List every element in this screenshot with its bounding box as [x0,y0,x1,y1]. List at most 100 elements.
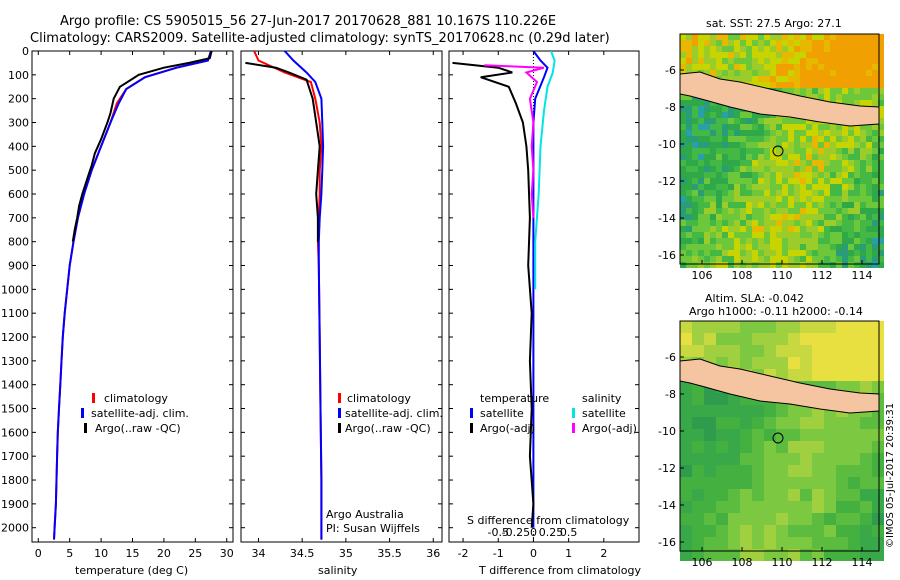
map-cell [716,172,722,178]
map-cell [866,70,872,76]
map-cell [698,112,704,118]
map-cell [860,178,866,184]
footer-credit: ©IMOS 05-Jul-2017 20:39:31 [885,403,896,548]
map-x-tick-label: 112 [812,269,833,282]
map-cell [698,166,704,172]
y-tick-label: 800 [8,236,29,249]
map-cell [764,262,770,268]
map-cell [728,333,740,345]
legend-swatch-satellite [81,408,84,418]
map-cell [830,124,836,130]
map-cell [728,142,734,148]
map-cell [830,250,836,256]
map-cell [878,226,884,232]
map-cell [686,202,692,208]
map-cell [806,70,812,76]
map-cell [866,64,872,70]
map-cell [848,477,860,489]
map-cell [788,250,794,256]
legend-label-s-satellite: satellite [582,407,626,420]
map-cell [716,124,722,130]
map-cell [782,196,788,202]
map-x-tick-label: 106 [692,556,713,569]
map-cell [782,178,788,184]
map-cell [866,184,872,190]
map-cell [794,118,800,124]
map-cell [860,357,872,369]
map-cell [722,226,728,232]
map-cell [710,118,716,124]
map-cell [770,154,776,160]
map-cell [854,142,860,148]
map-cell [716,250,722,256]
map-cell [758,148,764,154]
map-cell [800,40,806,46]
map-cell [710,148,716,154]
map-cell [782,232,788,238]
map-cell [722,118,728,124]
map-cell [740,256,746,262]
map-cell [788,196,794,202]
map-cell [734,220,740,226]
map-cell [764,549,776,561]
map-cell [758,196,764,202]
map-cell [770,220,776,226]
map-cell [812,202,818,208]
map-cell [704,178,710,184]
map-cell [680,202,686,208]
map-cell [818,196,824,202]
map-cell [866,46,872,52]
map-cell [794,82,800,88]
map-cell [710,184,716,190]
map-cell [740,357,752,369]
map-cell [704,166,710,172]
map-cell [836,46,842,52]
map-cell [872,381,884,393]
map-cell [878,190,884,196]
map-cell [878,130,884,136]
map-cell [716,196,722,202]
map-cell [830,70,836,76]
map-x-tick-label: 114 [852,269,873,282]
map-cell [854,196,860,202]
map-cell [716,501,728,513]
map-cell [776,52,782,58]
map-cell [734,118,740,124]
map-cell [848,64,854,70]
map-cell [806,154,812,160]
map-cell [734,172,740,178]
temperature-axes: 0100200300400500600700800900100011001200… [1,45,234,560]
map-cell [680,232,686,238]
map-cell [746,196,752,202]
map-cell [788,465,800,477]
map-cell [752,70,758,76]
map-cell [812,214,818,220]
legend-swatch-s-satellite [572,408,575,418]
map-cell [794,142,800,148]
map-cell [860,46,866,52]
map-cell [872,489,884,501]
legend-swatch-argo [338,423,341,433]
x-top-tick-label: -0.5 [488,526,509,539]
map-cell [734,226,740,232]
map-cell [752,256,758,262]
map-cell [800,208,806,214]
map-cell [680,40,686,46]
map-cell [866,124,872,130]
map-cell [704,220,710,226]
map-cell [794,64,800,70]
map-cell [764,208,770,214]
map-cell [770,256,776,262]
map-cell [800,441,812,453]
map-cell [704,405,716,417]
map-cell [860,214,866,220]
map-cell [854,232,860,238]
map-cell [842,226,848,232]
map-cell [866,130,872,136]
map-cell [776,501,788,513]
map-cell [692,345,704,357]
y-tick-label: 1000 [1,283,29,296]
map-cell [704,393,716,405]
map-cell [710,238,716,244]
map-cell [680,477,692,489]
